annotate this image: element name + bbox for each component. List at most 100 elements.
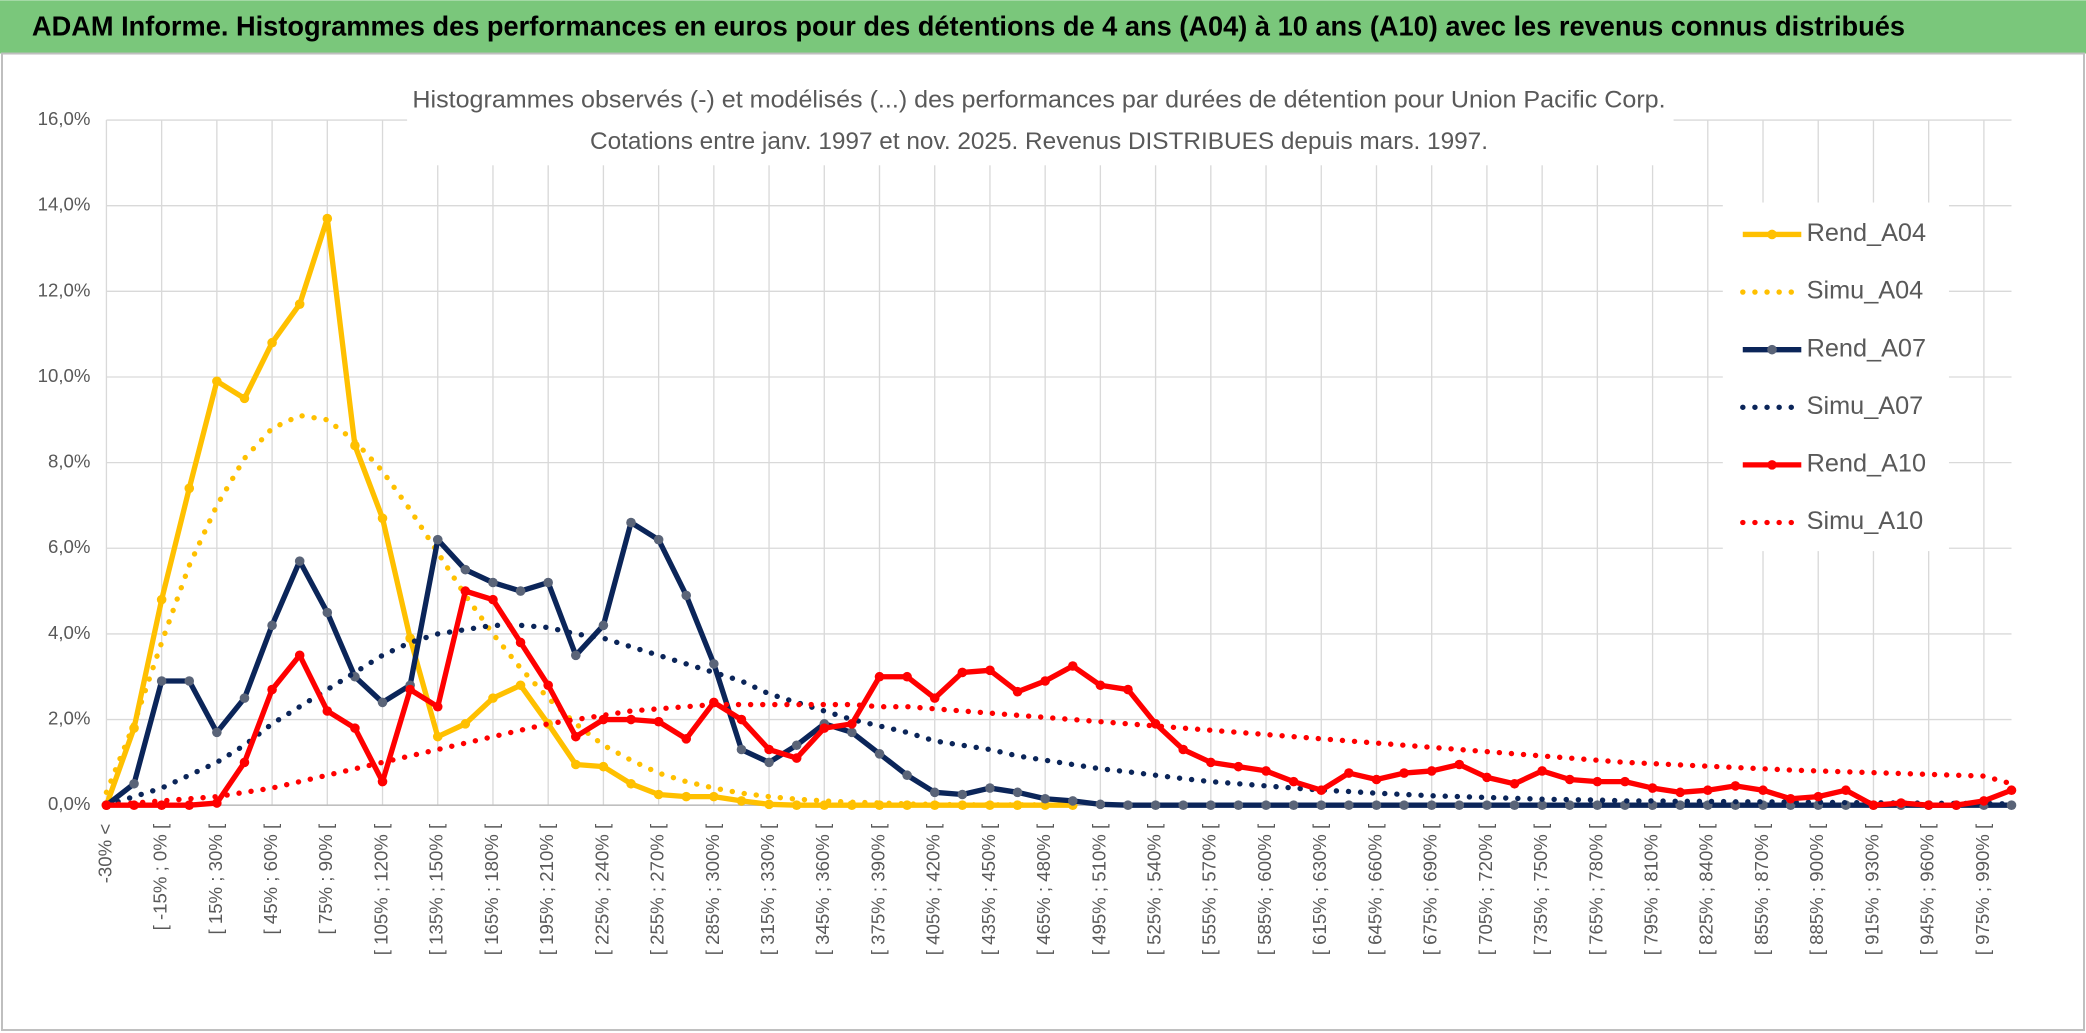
data-point: [543, 577, 553, 588]
data-point: [1868, 800, 1879, 810]
data-point: [1123, 684, 1133, 695]
data-point: [791, 740, 802, 751]
data-point: [902, 800, 912, 810]
x-tick-label: [ 105% ; 120% [: [370, 823, 391, 955]
data-point: [874, 671, 885, 682]
data-point: [294, 650, 305, 661]
data-point: [1095, 799, 1106, 810]
data-point: [1703, 785, 1713, 795]
data-point: [847, 727, 857, 738]
data-point: [791, 753, 802, 763]
data-point: [626, 714, 636, 725]
data-point: [1233, 800, 1244, 810]
data-point: [267, 684, 277, 695]
x-tick-label: [ 855% ; 870% [: [1751, 823, 1772, 955]
data-point: [764, 757, 774, 768]
data-point: [1758, 785, 1768, 795]
data-point: [653, 716, 664, 727]
x-tick-label: [ 645% ; 660% [: [1364, 823, 1385, 955]
data-point: [488, 693, 498, 703]
header-title: ADAM Informe. Histogrammes des performan…: [32, 11, 1905, 42]
data-point: [405, 684, 415, 695]
x-tick-label: [ 345% ; 360% [: [812, 823, 833, 955]
data-point: [515, 637, 526, 648]
data-point: [2006, 800, 2017, 810]
data-point: [184, 483, 195, 494]
legend-background: [1722, 202, 1949, 552]
data-point: [1261, 800, 1271, 810]
x-tick-label: [ 225% ; 240% [: [591, 823, 612, 955]
data-point: [432, 534, 443, 545]
data-point: [460, 586, 471, 596]
data-point: [1095, 680, 1106, 691]
x-tick-label: [ 765% ; 780% [: [1585, 823, 1606, 955]
data-point: [598, 620, 609, 631]
data-point: [653, 534, 664, 545]
data-point: [267, 337, 277, 348]
y-tick-label: 12,0%: [38, 279, 91, 300]
data-point: [1344, 800, 1354, 810]
data-point: [212, 798, 222, 808]
data-point: [1040, 793, 1050, 804]
data-point: [847, 719, 857, 729]
data-point: [432, 731, 443, 742]
x-tick-label: [ 465% ; 480% [: [1033, 823, 1054, 955]
chart-frame: [0, 52, 2086, 1032]
data-point: [1923, 800, 1934, 810]
data-point: [1564, 774, 1575, 785]
data-point: [929, 693, 940, 703]
data-point: [571, 731, 581, 742]
legend-label: Simu_A10: [1807, 507, 1924, 535]
data-point: [212, 727, 222, 738]
x-tick-label: [ 375% ; 390% [: [867, 823, 888, 955]
x-tick-label: [ 945% ; 960% [: [1917, 823, 1938, 955]
data-point: [902, 770, 912, 781]
x-tick-label: [ 795% ; 810% [: [1640, 823, 1661, 955]
data-point: [377, 776, 388, 787]
x-tick-label: [ 75% ; 90% [: [315, 823, 336, 935]
data-point: [764, 744, 774, 755]
data-point: [819, 723, 830, 733]
x-tick-label: [ 285% ; 300% [: [702, 823, 723, 955]
data-point: [929, 787, 940, 798]
data-point: [957, 667, 968, 678]
data-point: [1150, 719, 1161, 729]
data-point: [681, 791, 692, 802]
data-point: [764, 799, 774, 810]
data-point: [681, 590, 692, 601]
data-point: [377, 513, 388, 524]
legend-label: Simu_A04: [1807, 277, 1924, 305]
x-tick-label: [ 825% ; 840% [: [1696, 823, 1717, 955]
data-point: [1482, 772, 1492, 783]
data-point: [1012, 800, 1023, 810]
x-tick-label: [ 435% ; 450% [: [978, 823, 999, 955]
data-point: [322, 213, 333, 224]
data-point: [1344, 768, 1354, 778]
data-point: [1454, 759, 1465, 770]
x-tick-label: [ 915% ; 930% [: [1861, 823, 1882, 955]
y-tick-label: 4,0%: [48, 622, 90, 643]
data-point: [350, 440, 360, 451]
legend-marker: [1767, 344, 1777, 355]
data-point: [322, 607, 333, 618]
data-point: [1482, 800, 1492, 810]
series-line: [104, 519, 2012, 808]
data-point: [1841, 785, 1851, 795]
data-point: [1564, 800, 1575, 810]
data-point: [1426, 766, 1437, 776]
data-point: [322, 706, 333, 716]
data-point: [212, 376, 222, 387]
data-point: [1509, 778, 1520, 789]
x-tick-label: [ 255% ; 270% [: [647, 823, 668, 955]
data-point: [626, 517, 636, 528]
data-point: [515, 680, 526, 691]
legend-label: Rend_A10: [1807, 450, 1926, 478]
data-point: [736, 714, 747, 725]
data-point: [791, 800, 802, 810]
data-point: [1288, 776, 1299, 787]
data-point: [239, 393, 250, 404]
data-point: [1012, 787, 1023, 798]
legend-marker: [1767, 460, 1777, 470]
data-point: [1675, 800, 1685, 810]
